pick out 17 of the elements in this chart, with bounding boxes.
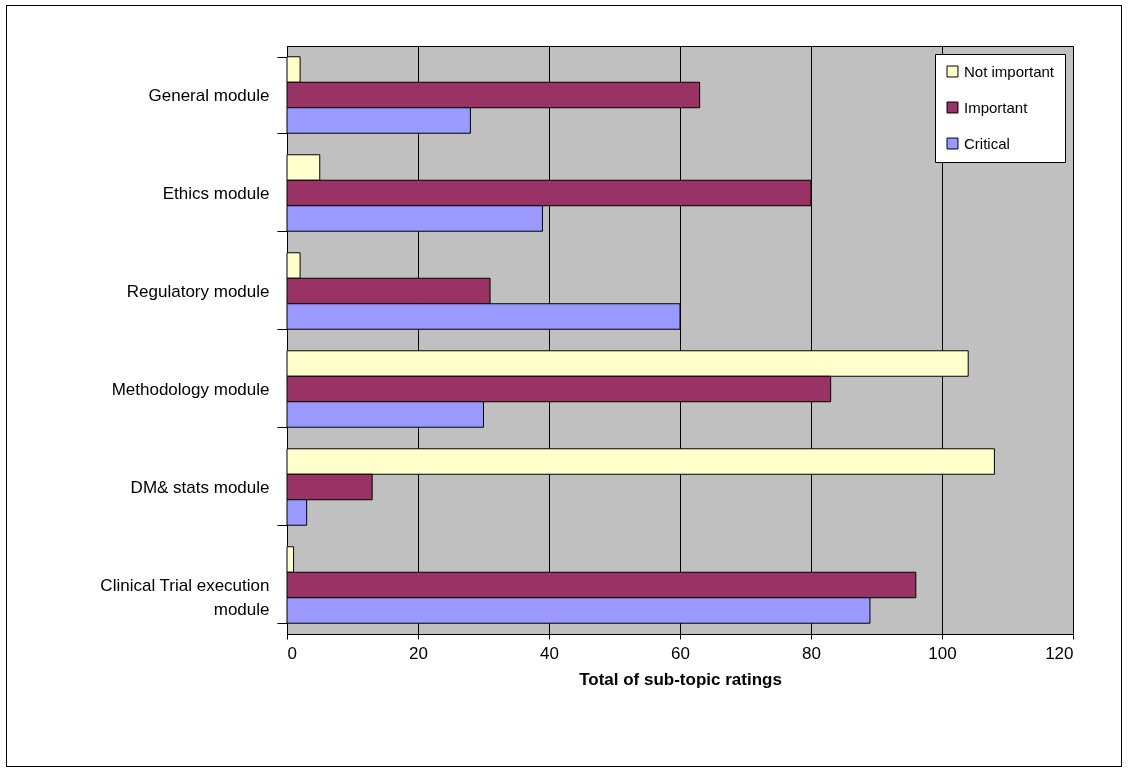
x-tick-label: 80 bbox=[802, 643, 821, 663]
y-tick-label: General module bbox=[148, 85, 270, 105]
y-tick-label: Clinical Trial execution module bbox=[100, 575, 270, 619]
legend-label: Not important bbox=[964, 62, 1055, 80]
x-tick-label: 120 bbox=[1045, 643, 1074, 663]
x-axis-title: Total of sub-topic ratings bbox=[579, 669, 782, 689]
y-tick-label: Ethics module bbox=[162, 183, 270, 203]
legend-label: Important bbox=[964, 98, 1029, 116]
y-tick-label: Methodology module bbox=[111, 379, 270, 399]
x-tick-label: 20 bbox=[409, 643, 428, 663]
x-tick-label: 100 bbox=[928, 643, 957, 663]
x-tick-label: 60 bbox=[671, 643, 690, 663]
x-tick-label: 40 bbox=[540, 643, 559, 663]
y-tick-label: Regulatory module bbox=[126, 281, 270, 301]
x-tick-label: 0 bbox=[287, 643, 297, 663]
legend-label: Critical bbox=[964, 134, 1010, 152]
y-tick-label: DM& stats module bbox=[130, 477, 270, 497]
